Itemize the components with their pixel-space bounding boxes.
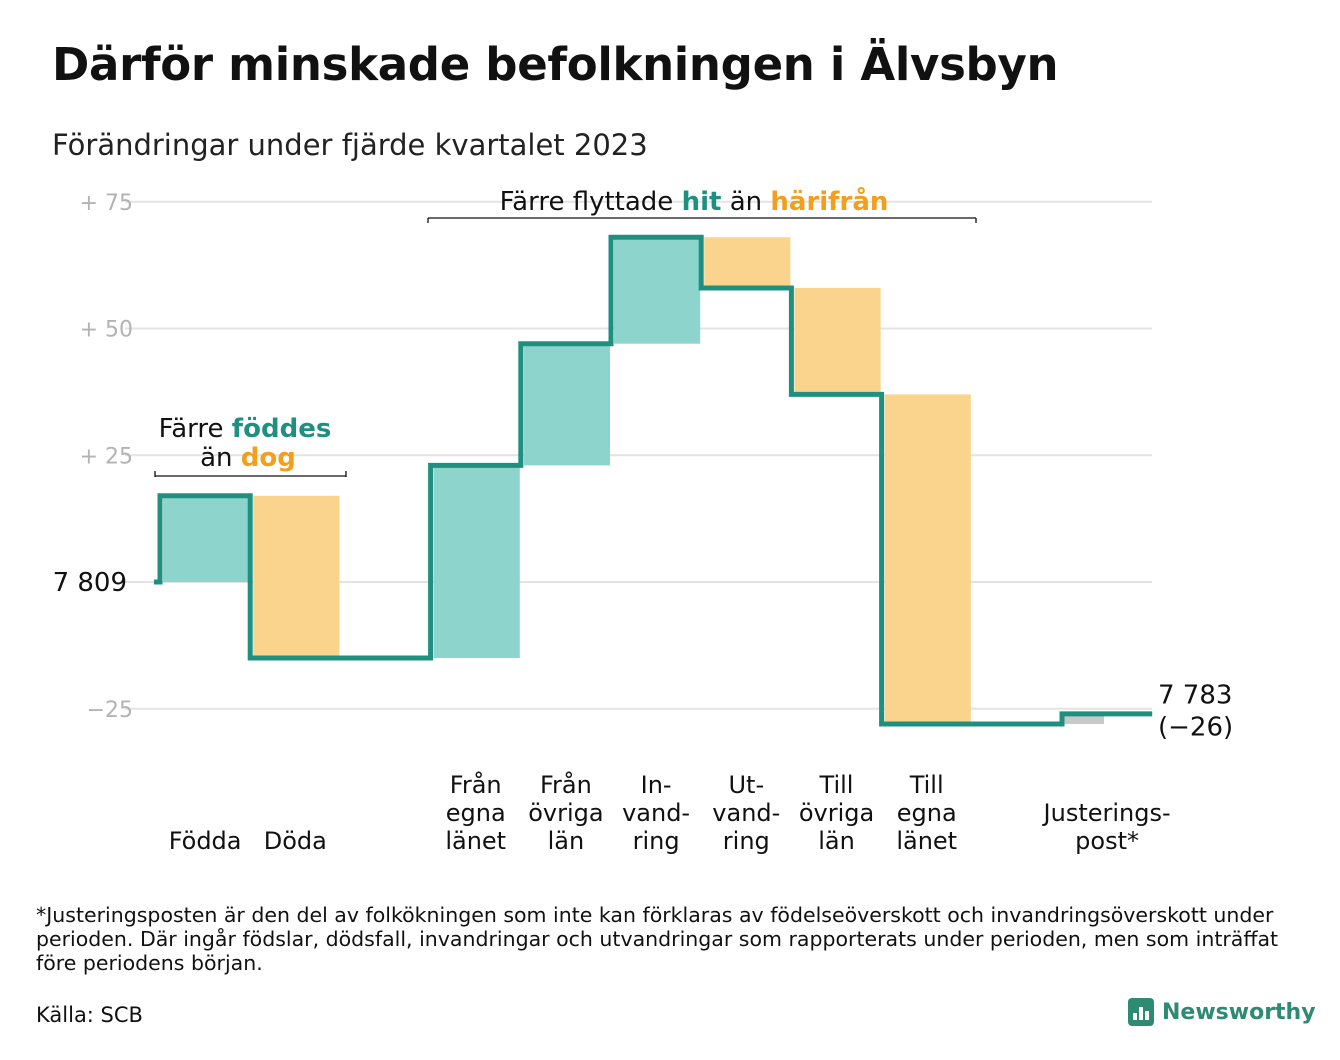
y-tick-label: + 25 (80, 444, 133, 469)
running-total-line (154, 234, 1153, 727)
end-value-label: 7 783 (1158, 681, 1232, 711)
brand-name: Newsworthy (1162, 999, 1316, 1025)
bars (163, 237, 1104, 724)
footnote: *Justeringsposten är den del av folkökni… (36, 903, 1279, 975)
bar-fodda (163, 495, 250, 582)
category-label-doda: Döda (264, 827, 327, 855)
end-change-label: (−26) (1158, 713, 1233, 743)
bar-utvandring (704, 237, 791, 288)
y-tick-label: + 75 (80, 191, 133, 216)
y-tick-label: + 50 (80, 318, 133, 343)
y-axis-ticks: + 75 + 50 + 25 −25 7 809 (53, 191, 133, 723)
source-note: Källa: SCB (36, 1003, 143, 1027)
category-label-till-ovriga-lan: Till övriga län (799, 771, 874, 855)
chart-title: Därför minskade befolkningen i Älvsbyn (52, 38, 1059, 91)
category-label-fodda: Födda (169, 827, 242, 855)
chart-subtitle: Förändringar under fjärde kvartalet 2023 (52, 128, 648, 162)
births-annotation-line1: Färre föddes (159, 414, 332, 444)
category-labels: Födda Döda Från egna länet Från övriga län In-va… (169, 770, 1171, 855)
value-labels: 7 783(−26) (1158, 681, 1233, 743)
category-label-fran-egna-lanet: Från egna länet (445, 770, 506, 855)
bar-justeringspost (1064, 713, 1104, 724)
bar-till-egna-lanet (884, 394, 971, 724)
bar-chart-icon (1128, 998, 1154, 1026)
bar-fran-ovriga-lan (523, 343, 610, 466)
running-total-line (154, 234, 1153, 727)
bar-till-ovriga-lan (794, 287, 881, 395)
category-label-fran-ovriga-lan: Från övriga län (528, 770, 603, 855)
migration-annotation: Färre flyttade hit än härifrån (500, 185, 889, 217)
category-label-invandring: In-vand-ring (622, 771, 690, 855)
category-label-till-egna-lanet: Till egna länet (896, 771, 957, 855)
category-label-justeringspost: Justerings-post* (1042, 799, 1171, 855)
bar-fran-egna-lanet (433, 465, 520, 659)
births-annotation-line2: än dog (200, 443, 296, 473)
brand-logo: Newsworthy (1128, 998, 1316, 1026)
bar-invandring (614, 237, 701, 344)
bar-doda (253, 495, 340, 659)
start-value-label: 7 809 (53, 568, 127, 598)
category-label-utvandring: Ut-vand-ring (712, 771, 780, 855)
y-tick-label: −25 (87, 698, 133, 723)
